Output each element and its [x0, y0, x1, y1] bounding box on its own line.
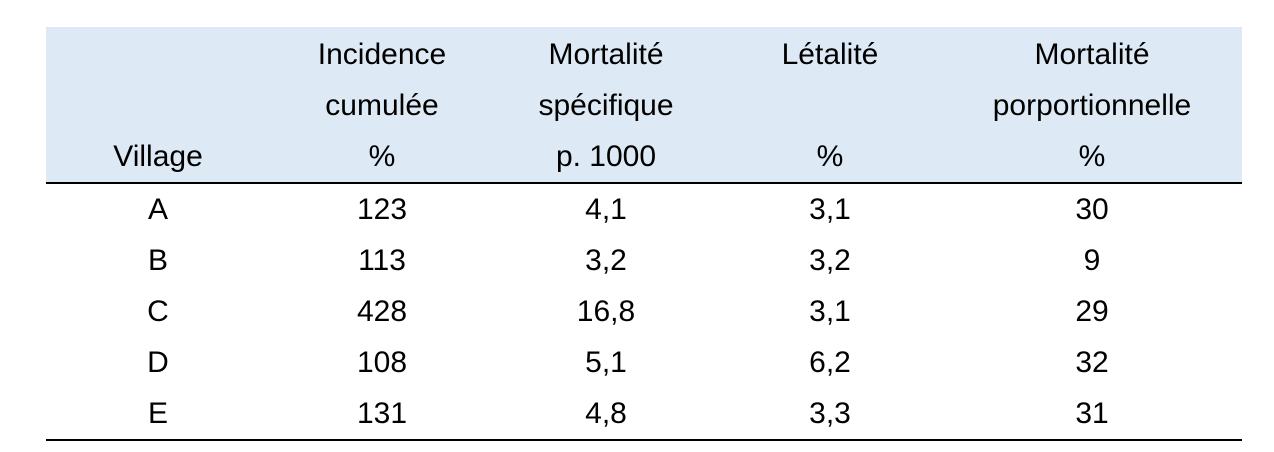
table-row: C 428 16,8 3,1 29: [46, 286, 1242, 337]
header-line: Incidence: [317, 38, 447, 71]
cell-incidence: 131: [356, 397, 408, 430]
village-statistics-table: Village Incidence cumulée % Mortalité sp…: [46, 27, 1242, 441]
cell-mortalite-specifique: 5,1: [585, 346, 627, 379]
header-line: %: [368, 140, 396, 173]
header-mortalite-proportionnelle: Mortalité porportionnelle %: [942, 27, 1242, 183]
header-line: p. 1000: [555, 140, 657, 173]
cell-mortalite-proportionnelle: 30: [1075, 193, 1109, 226]
header-line: cumulée: [325, 89, 439, 122]
table-header-row: Village Incidence cumulée % Mortalité sp…: [46, 27, 1242, 183]
cell-mortalite-proportionnelle: 29: [1075, 295, 1109, 328]
cell-mortalite-proportionnelle: 9: [1083, 244, 1101, 277]
cell-mortalite-specifique: 3,2: [585, 244, 627, 277]
cell-mortalite-proportionnelle: 31: [1075, 397, 1109, 430]
header-line: %: [1078, 140, 1106, 173]
table-row: E 131 4,8 3,3 31: [46, 388, 1242, 440]
header-line: %: [816, 140, 844, 173]
cell-incidence: 108: [356, 346, 408, 379]
cell-letalite: 3,2: [809, 244, 851, 277]
table-row: A 123 4,1 3,1 30: [46, 183, 1242, 235]
cell-village: C: [147, 295, 169, 328]
cell-incidence: 113: [358, 244, 406, 277]
cell-letalite: 3,1: [809, 193, 851, 226]
cell-incidence: 428: [356, 295, 408, 328]
header-line: porportionnelle: [992, 89, 1192, 122]
header-village: Village: [46, 27, 270, 183]
cell-village: E: [147, 397, 168, 430]
header-line: [718, 80, 942, 131]
table-row: D 108 5,1 6,2 32: [46, 337, 1242, 388]
data-table-container: Village Incidence cumulée % Mortalité sp…: [46, 27, 1242, 441]
cell-letalite: 3,1: [809, 295, 851, 328]
header-line: Mortalité: [1034, 38, 1150, 71]
header-line: spécifique: [538, 89, 674, 122]
header-line: Village: [113, 140, 203, 173]
cell-letalite: 3,3: [809, 397, 851, 430]
table-row: B 113 3,2 3,2 9: [46, 235, 1242, 286]
header-incidence: Incidence cumulée %: [270, 27, 494, 183]
cell-mortalite-specifique: 4,1: [585, 193, 627, 226]
header-mortalite-specifique: Mortalité spécifique p. 1000: [494, 27, 718, 183]
cell-mortalite-specifique: 4,8: [585, 397, 627, 430]
header-line: [46, 29, 270, 80]
header-line: Létalité: [781, 38, 879, 71]
cell-village: D: [147, 346, 169, 379]
cell-letalite: 6,2: [809, 346, 851, 379]
cell-mortalite-proportionnelle: 32: [1075, 346, 1109, 379]
cell-mortalite-specifique: 16,8: [576, 295, 636, 328]
header-letalite: Létalité %: [718, 27, 942, 183]
cell-village: A: [147, 193, 168, 226]
header-line: Mortalité: [548, 38, 664, 71]
cell-village: B: [147, 244, 168, 277]
header-line: [46, 80, 270, 131]
cell-incidence: 123: [356, 193, 408, 226]
